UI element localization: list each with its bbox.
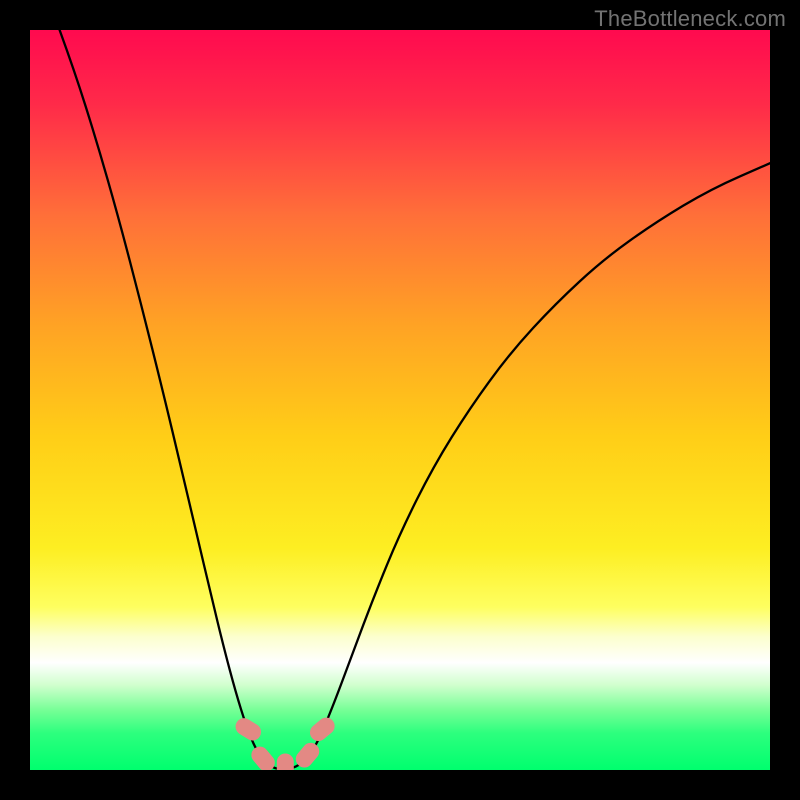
- plot-area: [30, 30, 770, 770]
- curve-marker: [249, 744, 278, 770]
- curve-marker: [233, 716, 264, 743]
- chart-curve: [30, 30, 770, 770]
- curve-marker: [277, 754, 293, 770]
- curve-markers: [233, 715, 337, 770]
- curve-marker: [307, 715, 337, 744]
- watermark-text: TheBottleneck.com: [594, 6, 786, 32]
- curve-path: [60, 30, 770, 769]
